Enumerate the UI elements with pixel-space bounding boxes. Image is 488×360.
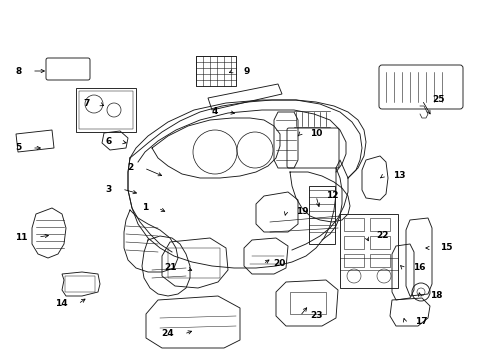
Text: 13: 13 <box>392 171 405 180</box>
Bar <box>343 254 363 267</box>
Text: 5: 5 <box>16 144 22 153</box>
Text: 9: 9 <box>243 67 249 76</box>
Text: 2: 2 <box>127 163 134 172</box>
Bar <box>196 56 236 86</box>
Text: 3: 3 <box>105 184 112 194</box>
Text: 16: 16 <box>412 264 425 273</box>
Bar <box>79 91 133 129</box>
Bar <box>168 248 220 278</box>
Text: 10: 10 <box>309 130 322 139</box>
Text: 19: 19 <box>295 207 308 216</box>
Bar <box>339 214 397 288</box>
Text: 12: 12 <box>325 192 338 201</box>
Text: 18: 18 <box>429 292 442 301</box>
Text: 1: 1 <box>142 203 148 212</box>
Bar <box>76 88 136 132</box>
Bar <box>65 276 95 292</box>
Text: 15: 15 <box>439 243 451 252</box>
Text: 20: 20 <box>272 260 285 269</box>
Text: 23: 23 <box>309 311 322 320</box>
Text: 6: 6 <box>105 138 112 147</box>
Text: 14: 14 <box>55 300 68 309</box>
Text: 24: 24 <box>161 329 174 338</box>
Text: 11: 11 <box>16 233 28 242</box>
Bar <box>289 292 325 314</box>
Text: 7: 7 <box>83 99 90 108</box>
Bar <box>343 218 363 231</box>
Bar <box>343 236 363 249</box>
Text: 22: 22 <box>375 231 387 240</box>
Text: 8: 8 <box>16 67 22 76</box>
Text: 4: 4 <box>211 108 218 117</box>
Bar <box>369 236 389 249</box>
Bar <box>308 186 334 244</box>
Bar <box>369 254 389 267</box>
Text: 21: 21 <box>164 264 177 273</box>
Text: 25: 25 <box>431 95 444 104</box>
Text: 17: 17 <box>414 318 427 327</box>
Bar <box>369 218 389 231</box>
